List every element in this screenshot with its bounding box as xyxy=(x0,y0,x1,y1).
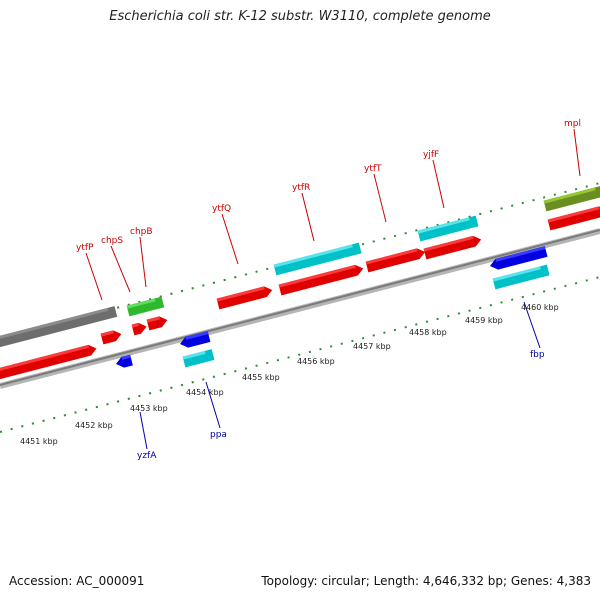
label-leaders xyxy=(85,128,581,450)
lower-ruler-line xyxy=(0,276,600,433)
kbp-label: 4459 kbp xyxy=(465,316,503,325)
leader-line xyxy=(432,159,445,209)
gene-label-ytfQ: ytfQ xyxy=(212,204,231,214)
kbp-label: 4451 kbp xyxy=(20,437,58,446)
gene-label-ytfP: ytfP xyxy=(76,243,94,253)
gene-label-mpl: mpl xyxy=(564,119,581,129)
feature-mpl xyxy=(547,206,600,231)
leader-line xyxy=(85,252,103,301)
feature-chpB xyxy=(146,316,168,331)
gene-label-chpS: chpS xyxy=(101,236,123,246)
gene-label-ppa: ppa xyxy=(210,430,227,440)
gene-label-chpB: chpB xyxy=(130,227,153,237)
kbp-label: 4460 kbp xyxy=(521,303,559,312)
feature-fbp-cyan xyxy=(492,264,550,290)
feature-ppa xyxy=(180,331,211,348)
feature-ytfP xyxy=(100,330,122,345)
feature-red-left xyxy=(0,344,97,382)
feature-gray xyxy=(0,306,118,350)
feature-ytfR-cyan xyxy=(273,242,362,276)
feature-ppa-cyan xyxy=(182,349,215,368)
leader-line xyxy=(139,236,147,288)
feature-fbp xyxy=(490,246,548,270)
feature-yjfF xyxy=(423,235,482,260)
feature-ytfQ xyxy=(216,286,273,310)
kbp-labels: 4451 kbp 4452 kbp 4453 kbp 4454 kbp 4455 kbp… xyxy=(20,303,559,446)
kbp-label: 4456 kbp xyxy=(297,357,335,366)
feature-yjfF-cyan xyxy=(417,215,479,242)
feature-chpS xyxy=(131,322,147,336)
gene-features xyxy=(0,185,600,382)
kbp-label: 4457 kbp xyxy=(353,342,391,351)
map-title: Escherichia coli str. K-12 substr. W3110… xyxy=(109,9,491,24)
leader-line xyxy=(205,381,221,429)
leader-line xyxy=(139,411,148,450)
feature-ytfT xyxy=(365,248,426,273)
feature-olive xyxy=(543,185,600,212)
leader-line xyxy=(573,128,581,177)
gene-labels: ytfP chpS chpB ytfQ ytfR ytfT yjfF mpl yzfA ppa fb… xyxy=(76,119,581,461)
leader-line xyxy=(221,213,239,265)
kbp-label: 4458 kbp xyxy=(409,328,447,337)
gene-label-ytfR: ytfR xyxy=(292,183,310,193)
leader-line xyxy=(110,245,131,293)
backbone xyxy=(0,228,600,389)
leader-line xyxy=(301,192,315,242)
feature-yzfA xyxy=(116,354,133,368)
accession-label: Accession: AC_000091 xyxy=(9,574,145,588)
feature-ytfR xyxy=(278,264,364,296)
gene-label-fbp: fbp xyxy=(530,350,545,360)
kbp-label: 4452 kbp xyxy=(75,421,113,430)
feature-chpB-green xyxy=(126,296,165,317)
kbp-label: 4453 kbp xyxy=(130,404,168,413)
gene-label-ytfT: ytfT xyxy=(364,164,382,174)
kbp-label: 4454 kbp xyxy=(186,388,224,397)
genome-summary: Topology: circular; Length: 4,646,332 bp… xyxy=(261,574,591,588)
lower-ruler xyxy=(0,276,600,433)
kbp-label: 4455 kbp xyxy=(242,373,280,382)
gene-label-yjfF: yjfF xyxy=(423,150,439,160)
leader-line xyxy=(373,173,387,223)
leader-line xyxy=(523,301,541,349)
gene-label-yzfA: yzfA xyxy=(137,451,157,461)
